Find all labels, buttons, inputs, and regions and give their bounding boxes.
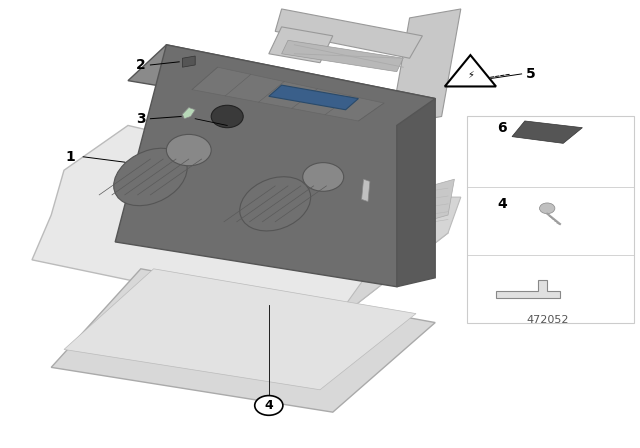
Text: 5: 5 xyxy=(526,67,536,81)
Text: 2: 2 xyxy=(136,58,146,72)
Polygon shape xyxy=(445,55,496,86)
Polygon shape xyxy=(32,125,448,323)
Polygon shape xyxy=(192,67,384,121)
Polygon shape xyxy=(390,9,461,125)
Ellipse shape xyxy=(240,177,310,231)
Polygon shape xyxy=(384,179,454,233)
Text: 4: 4 xyxy=(264,399,273,412)
FancyBboxPatch shape xyxy=(467,116,634,323)
Circle shape xyxy=(211,105,243,128)
Polygon shape xyxy=(51,269,435,412)
Circle shape xyxy=(255,396,283,415)
Polygon shape xyxy=(496,280,560,298)
Text: 4: 4 xyxy=(497,197,508,211)
Polygon shape xyxy=(128,45,435,125)
Polygon shape xyxy=(275,9,422,58)
Text: 1: 1 xyxy=(65,150,76,164)
Ellipse shape xyxy=(114,148,187,206)
Polygon shape xyxy=(512,121,582,143)
Polygon shape xyxy=(115,45,435,287)
Polygon shape xyxy=(182,108,195,119)
Circle shape xyxy=(166,134,211,166)
Circle shape xyxy=(540,203,555,214)
Polygon shape xyxy=(269,27,333,63)
Text: 472052: 472052 xyxy=(526,315,568,325)
Polygon shape xyxy=(397,99,435,287)
Text: 6: 6 xyxy=(497,121,508,135)
Text: ⚡: ⚡ xyxy=(467,70,474,80)
Text: 3: 3 xyxy=(136,112,146,126)
Polygon shape xyxy=(64,269,416,390)
Polygon shape xyxy=(182,56,195,67)
Polygon shape xyxy=(362,179,370,202)
Circle shape xyxy=(303,163,344,191)
Polygon shape xyxy=(269,85,358,110)
Polygon shape xyxy=(282,40,403,72)
Polygon shape xyxy=(333,197,461,323)
